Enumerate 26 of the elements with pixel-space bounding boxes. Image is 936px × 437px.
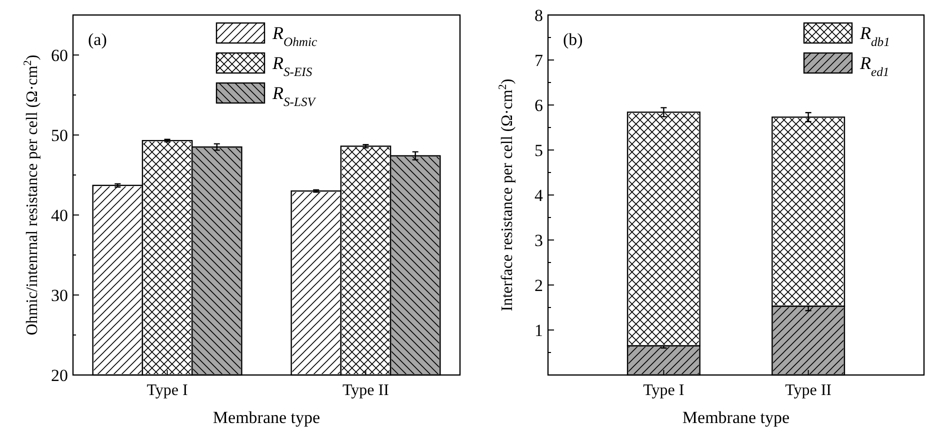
x-tick-label: Type I — [146, 382, 188, 399]
y-tick-label: 3 — [534, 230, 543, 250]
y-tick-label: 30 — [51, 286, 68, 305]
annotation: (a) — [88, 30, 107, 49]
x-axis-title: Membrane type — [212, 408, 320, 427]
y-tick-label: 2 — [534, 276, 543, 295]
x-axis-title: Membrane type — [682, 408, 790, 427]
x-tick-label: Type II — [785, 382, 832, 399]
x-tick-label: Type II — [342, 382, 389, 399]
legend-label: R$_{Ohmic}$ — [272, 23, 318, 49]
y-tick-label: 8 — [534, 6, 543, 25]
y-tick-label: 40 — [51, 206, 68, 225]
annotation: (b) — [563, 30, 583, 49]
y-tick-label: 4 — [534, 186, 544, 205]
y-tick-label: 60 — [51, 46, 68, 65]
y-tick-label: 6 — [534, 96, 543, 115]
y-tick-label: 5 — [534, 140, 543, 160]
x-tick-label: Type I — [643, 382, 684, 399]
legend-label: R$_{S-LSV}$ — [272, 83, 316, 109]
legend-label: R$_{ed1}$ — [859, 53, 890, 79]
y-tick-label: 50 — [51, 126, 68, 145]
y-tick-label: 20 — [51, 366, 68, 385]
legend-label: R$_{S-EIS}$ — [272, 53, 313, 79]
y-tick-label: 1 — [534, 320, 543, 340]
y-tick-label: 7 — [534, 50, 544, 70]
legend-label: R$_{db1}$ — [859, 23, 890, 49]
